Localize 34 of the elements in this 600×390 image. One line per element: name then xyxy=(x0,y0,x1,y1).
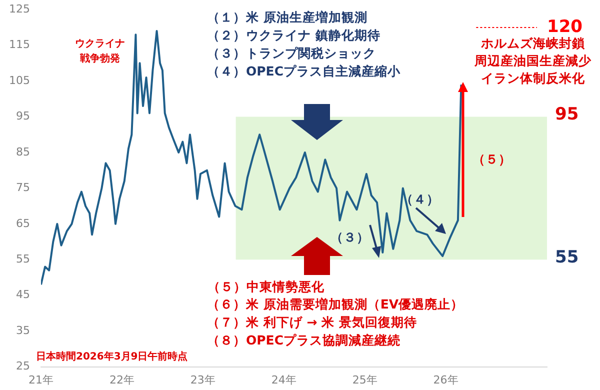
annotation: （５） xyxy=(472,151,512,166)
text: 55 xyxy=(555,247,579,268)
x-tick-label: 24年 xyxy=(271,373,296,386)
y-tick-label: 45 xyxy=(16,288,30,302)
annotation: （４） xyxy=(400,191,440,206)
annotation: （２）ウクライナ 鎮静化期待 xyxy=(207,27,380,42)
y-tick-label: 35 xyxy=(16,324,30,337)
annotation: （６）米 原油需要増加観測（EV優遇廃止） xyxy=(207,296,464,312)
ref-line-label: 120 xyxy=(547,16,583,37)
annotation: （４）OPECプラス自主減産縮小 xyxy=(207,63,402,78)
x-tick-label: 25年 xyxy=(352,373,378,386)
x-tick-label: 26年 xyxy=(433,373,458,386)
annotation: （８）OPECプラス協調減産継続 xyxy=(207,332,400,348)
y-tick-label: 75 xyxy=(16,181,30,194)
y-tick-label: 85 xyxy=(16,145,30,158)
y-tick-label: 65 xyxy=(16,216,30,230)
annotation: ホルムズ海峡封鎖周辺産油国生産減少イラン体制反米化 xyxy=(474,35,592,86)
x-tick-label: 23年 xyxy=(190,373,216,386)
y-tick-label: 105 xyxy=(8,74,30,87)
y-tick-label: 125 xyxy=(8,2,30,16)
annotation: （３）トランプ関税ショック xyxy=(207,45,376,60)
annotation: （３） xyxy=(330,229,370,244)
annotation: （７）米 利下げ → 米 景気回復期待 xyxy=(207,314,417,330)
y-tick-label: 25 xyxy=(16,360,30,373)
annotation: 日本時間2026年3月9日午前時点 xyxy=(36,350,188,363)
annotation: （１）米 原油生産増加観測 xyxy=(207,9,368,24)
y-tick-label: 95 xyxy=(16,110,30,123)
x-tick-label: 22年 xyxy=(109,373,134,386)
x-tick-label: 21年 xyxy=(28,373,54,386)
annotation: ウクライナ戦争勃発 xyxy=(75,38,125,65)
y-tick-label: 55 xyxy=(16,252,30,266)
y-tick-label: 115 xyxy=(8,38,30,52)
text: 95 xyxy=(555,104,579,124)
annotation: （５）中東情勢悪化 xyxy=(207,278,326,294)
